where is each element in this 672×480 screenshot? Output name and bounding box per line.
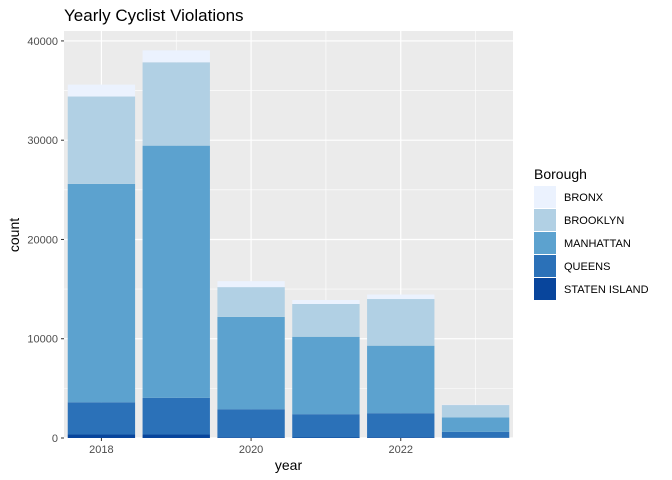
- legend-label-queens: QUEENS: [564, 261, 610, 273]
- bar-segment-queens-2020: [217, 409, 285, 438]
- bar-segment-brooklyn-2020: [217, 287, 285, 317]
- x-tick-label: 2018: [89, 444, 113, 456]
- bar-segment-manhattan-2021: [292, 336, 360, 415]
- legend: Borough BRONX BROOKLYN MANHATTAN QUEENS STAT…: [534, 166, 649, 300]
- legend-title: Borough: [534, 166, 587, 182]
- bar-segment-manhattan-2019: [142, 145, 210, 398]
- legend-key-bronx: [534, 186, 556, 208]
- bar-segment-manhattan-2020: [217, 316, 285, 410]
- x-tick-label: 2020: [239, 444, 263, 456]
- bar-segment-queens-2023: [441, 431, 510, 438]
- bar-segment-brooklyn-2021: [292, 303, 360, 337]
- bar-segment-bronx-2021: [292, 300, 360, 304]
- bar-segment-staten-island-2018: [67, 434, 136, 438]
- bar-segment-staten-island-2019: [142, 434, 210, 438]
- bars: [67, 50, 510, 438]
- bar-segment-brooklyn-2022: [367, 299, 435, 346]
- legend-label-brooklyn: BROOKLYN: [564, 215, 624, 227]
- bar-segment-queens-2019: [142, 397, 210, 435]
- bar-segment-queens-2018: [67, 402, 136, 435]
- y-axis: 0 10000 20000 30000 40000: [27, 36, 64, 445]
- bar-segment-bronx-2022: [367, 294, 435, 300]
- legend-key-staten-island: [534, 278, 556, 300]
- bar-segment-bronx-2020: [217, 281, 285, 288]
- bar-segment-manhattan-2018: [67, 183, 136, 403]
- y-tick-label: 30000: [27, 135, 58, 147]
- x-axis-title: year: [275, 457, 303, 473]
- bar-segment-queens-2021: [292, 414, 360, 438]
- y-tick-label: 20000: [27, 234, 58, 246]
- y-tick-label: 0: [52, 433, 58, 445]
- bar-segment-brooklyn-2019: [142, 62, 210, 146]
- y-tick-label: 40000: [27, 36, 58, 48]
- bar-segment-staten-island-2020: [217, 437, 285, 438]
- bar-segment-manhattan-2022: [367, 345, 435, 414]
- legend-key-brooklyn: [534, 209, 556, 231]
- legend-label-manhattan: MANHATTAN: [564, 238, 631, 250]
- legend-label-bronx: BRONX: [564, 192, 604, 204]
- x-tick-label: 2022: [389, 444, 413, 456]
- grid-major: [64, 31, 513, 439]
- bar-segment-bronx-2018: [67, 84, 136, 97]
- legend-label-staten-island: STATEN ISLAND: [564, 284, 649, 296]
- y-tick-label: 10000: [27, 334, 58, 346]
- bar-segment-bronx-2019: [142, 50, 210, 63]
- legend-key-manhattan: [534, 232, 556, 254]
- x-axis: 2018 2020 2022: [89, 438, 413, 456]
- legend-key-queens: [534, 255, 556, 277]
- bar-segment-queens-2022: [367, 413, 435, 438]
- plot-panel: [64, 31, 513, 438]
- bar-segment-brooklyn-2023: [441, 405, 510, 418]
- chart-title: Yearly Cyclist Violations: [64, 6, 244, 25]
- bar-segment-manhattan-2023: [441, 417, 510, 432]
- bar-segment-staten-island-2022: [367, 437, 435, 438]
- bar-segment-brooklyn-2018: [67, 96, 136, 184]
- y-axis-title: count: [6, 218, 22, 252]
